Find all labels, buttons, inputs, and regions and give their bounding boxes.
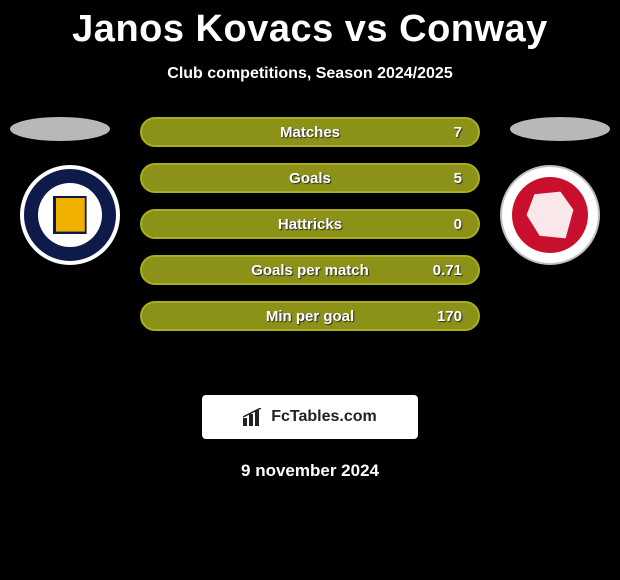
stat-value: 170 — [437, 308, 462, 325]
bars-icon — [243, 408, 265, 426]
stat-value: 5 — [454, 170, 462, 187]
player-marker-left — [10, 117, 110, 141]
stat-label: Goals — [289, 170, 331, 187]
brand-card: FcTables.com — [202, 395, 418, 439]
date-text: 9 november 2024 — [0, 461, 620, 481]
stat-value: 0 — [454, 216, 462, 233]
stats-list: Matches 7 Goals 5 Hattricks 0 Goals per … — [140, 117, 480, 347]
stat-row-min-per-goal: Min per goal 170 — [140, 301, 480, 331]
team-badge-left — [20, 165, 120, 265]
stat-row-goals-per-match: Goals per match 0.71 — [140, 255, 480, 285]
comparison-card: Janos Kovacs vs Conway Club competitions… — [0, 0, 620, 580]
stat-label: Goals per match — [251, 262, 369, 279]
stat-label: Min per goal — [266, 308, 354, 325]
stat-value: 7 — [454, 124, 462, 141]
player-marker-right — [510, 117, 610, 141]
luton-crest-icon — [46, 191, 94, 239]
page-title: Janos Kovacs vs Conway — [0, 0, 620, 51]
middlesbrough-lion-icon — [524, 189, 576, 241]
stat-value: 0.71 — [433, 262, 462, 279]
stat-row-hattricks: Hattricks 0 — [140, 209, 480, 239]
stat-label: Matches — [280, 124, 340, 141]
comparison-body: Matches 7 Goals 5 Hattricks 0 Goals per … — [0, 117, 620, 377]
brand-text: FcTables.com — [271, 408, 377, 426]
team-badge-right — [500, 165, 600, 265]
stat-label: Hattricks — [278, 216, 342, 233]
stat-row-matches: Matches 7 — [140, 117, 480, 147]
subtitle: Club competitions, Season 2024/2025 — [0, 65, 620, 83]
stat-row-goals: Goals 5 — [140, 163, 480, 193]
